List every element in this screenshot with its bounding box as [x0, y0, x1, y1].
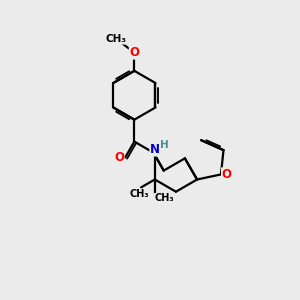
Text: H: H — [160, 140, 169, 150]
Text: O: O — [129, 46, 140, 59]
Text: CH₃: CH₃ — [154, 194, 174, 203]
Text: O: O — [114, 151, 124, 164]
Text: N: N — [150, 143, 160, 156]
Text: O: O — [222, 168, 232, 181]
Text: CH₃: CH₃ — [105, 34, 126, 44]
Text: CH₃: CH₃ — [130, 189, 149, 199]
